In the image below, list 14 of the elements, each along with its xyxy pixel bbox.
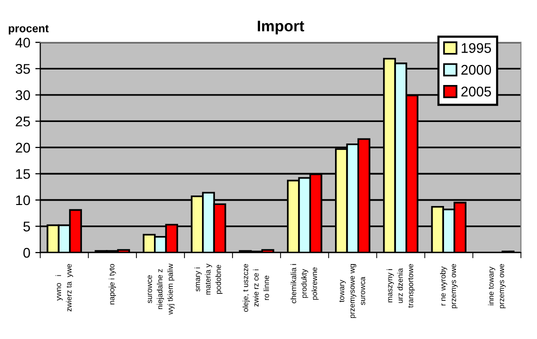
legend-label: 1995 [462,43,491,53]
y-tick-label: 35 [16,64,30,74]
y-tick-label: 10 [16,195,30,206]
chart-title: Import [258,20,304,34]
y-tick-label: 5 [23,222,30,232]
y-tick-label: 40 [15,38,30,48]
y-tick-label: 20 [16,142,30,153]
y-tick-label: 30 [16,90,30,100]
y-tick-label: 15 [16,169,30,179]
y-tick-label: 0 [23,248,30,258]
legend-label: 2005 [461,86,491,96]
legend-label: 2000 [461,64,492,75]
y-axis-title: procent [8,24,49,35]
y-tick-label: 25 [16,116,30,126]
